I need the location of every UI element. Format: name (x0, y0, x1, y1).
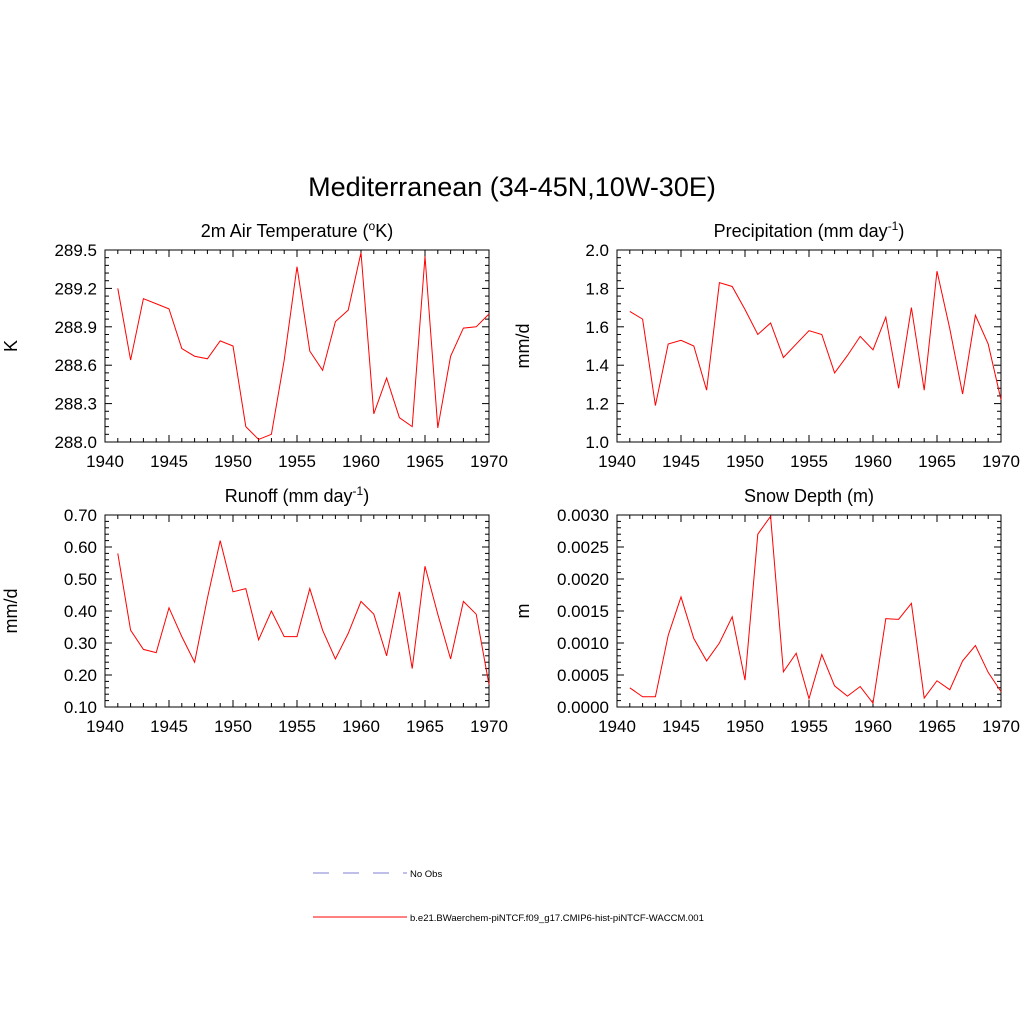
legend-label-no-obs: No Obs (410, 869, 442, 880)
chart-panel-3: Snow Depth (m) m 1940 1945 1950 1955 1960 1965 1… (513, 486, 1020, 736)
y-axis-label: m (513, 604, 533, 619)
y-tick-label: 0.0025 (557, 538, 609, 557)
y-tick-label: 0.30 (64, 634, 97, 653)
y-axis-label: mm/d (513, 324, 533, 369)
y-tick-label: 288.0 (54, 433, 97, 452)
x-tick-label: 1965 (918, 452, 956, 471)
y-tick-label: 0.40 (64, 602, 97, 621)
y-tick-label: 0.0015 (557, 602, 609, 621)
y-tick-label: 288.9 (54, 318, 97, 337)
series-line (629, 271, 1002, 406)
series-line (629, 514, 1002, 705)
y-axis-label: K (1, 340, 21, 352)
x-tick-label: 1945 (150, 717, 188, 736)
legend-label-model-run: b.e21.BWaerchem-piNTCF.f09_g17.CMIP6-his… (410, 913, 704, 924)
x-tick-label: 1970 (470, 717, 508, 736)
plot-frame (616, 514, 1002, 708)
x-tick-label: 1970 (470, 452, 508, 471)
x-tick-label: 1965 (406, 717, 444, 736)
panel-title-superscript: -1 (888, 219, 899, 233)
series-line (117, 540, 490, 685)
x-tick-label: 1955 (790, 452, 828, 471)
y-tick-label: 0.0005 (557, 666, 609, 685)
x-tick-label: 1965 (406, 452, 444, 471)
panel-title: Precipitation (mm day-1) (714, 219, 905, 241)
x-tick-label: 1950 (214, 452, 252, 471)
y-tick-label: 0.0030 (557, 506, 609, 525)
x-tick-label: 1955 (278, 717, 316, 736)
y-tick-label: 288.3 (54, 395, 97, 414)
y-axis-label: mm/d (1, 589, 21, 634)
y-tick-label: 1.4 (585, 356, 609, 375)
panel-title: 2m Air Temperature (oK) (201, 219, 393, 241)
panel-title-suffix: ) (363, 486, 369, 506)
panel-title-superscript: o (369, 219, 376, 233)
plot-frame (104, 514, 490, 708)
x-tick-label: 1945 (662, 717, 700, 736)
x-tick-label: 1960 (854, 452, 892, 471)
figure-title: Mediterranean (34-45N,10W-30E) (308, 172, 716, 202)
y-tick-label: 1.2 (585, 395, 609, 414)
y-tick-label: 0.0010 (557, 634, 609, 653)
panel-title-superscript: -1 (353, 484, 364, 498)
x-tick-label: 1940 (86, 452, 124, 471)
panel-title-suffix: K) (375, 221, 393, 241)
x-tick-label: 1950 (726, 717, 764, 736)
y-tick-label: 0.0000 (557, 698, 609, 717)
panel-title-text: Precipitation (mm day (714, 221, 888, 241)
panel-title: Runoff (mm day-1) (225, 484, 369, 506)
x-tick-label: 1960 (342, 717, 380, 736)
y-tick-label: 289.2 (54, 279, 97, 298)
x-tick-label: 1960 (342, 452, 380, 471)
x-tick-label: 1950 (726, 452, 764, 471)
y-tick-label: 1.0 (585, 433, 609, 452)
panel-title-text: Runoff (mm day (225, 486, 353, 506)
plot-frame (616, 249, 1002, 443)
panel-title-suffix: ) (898, 221, 904, 241)
chart-panel-0: 2m Air Temperature (oK) K 1940 1945 1950 1955… (1, 219, 508, 471)
x-tick-label: 1955 (790, 717, 828, 736)
legend-item-model-run: b.e21.BWaerchem-piNTCF.f09_g17.CMIP6-his… (313, 913, 704, 924)
panel-title-text: 2m Air Temperature ( (201, 221, 369, 241)
chart-panel-2: Runoff (mm day-1) mm/d 1940 1945 1950 1955 196… (1, 484, 508, 736)
y-tick-label: 288.6 (54, 356, 97, 375)
y-tick-label: 2.0 (585, 241, 609, 260)
x-tick-label: 1945 (662, 452, 700, 471)
x-tick-label: 1940 (598, 452, 636, 471)
y-tick-label: 0.70 (64, 506, 97, 525)
x-tick-label: 1970 (982, 452, 1020, 471)
chart-panels: 2m Air Temperature (oK) K 1940 1945 1950 1955… (1, 219, 1020, 736)
panel-title: Snow Depth (m) (744, 486, 874, 506)
x-tick-label: 1965 (918, 717, 956, 736)
x-tick-label: 1940 (86, 717, 124, 736)
chart-panel-1: Precipitation (mm day-1) mm/d 1940 1945 1950… (513, 219, 1020, 471)
y-tick-label: 0.0020 (557, 570, 609, 589)
legend: No Obs b.e21.BWaerchem-piNTCF.f09_g17.CM… (313, 869, 704, 924)
y-tick-label: 0.50 (64, 570, 97, 589)
panel-title-text: Snow Depth (m) (744, 486, 874, 506)
y-tick-label: 0.10 (64, 698, 97, 717)
y-tick-label: 0.60 (64, 538, 97, 557)
x-tick-label: 1960 (854, 717, 892, 736)
series-line (117, 252, 490, 441)
y-tick-label: 1.8 (585, 279, 609, 298)
y-tick-label: 289.5 (54, 241, 97, 260)
x-tick-label: 1940 (598, 717, 636, 736)
y-tick-label: 1.6 (585, 318, 609, 337)
legend-item-no-obs: No Obs (313, 869, 442, 880)
x-tick-label: 1945 (150, 452, 188, 471)
x-tick-label: 1950 (214, 717, 252, 736)
y-tick-label: 0.20 (64, 666, 97, 685)
x-tick-label: 1955 (278, 452, 316, 471)
x-tick-label: 1970 (982, 717, 1020, 736)
